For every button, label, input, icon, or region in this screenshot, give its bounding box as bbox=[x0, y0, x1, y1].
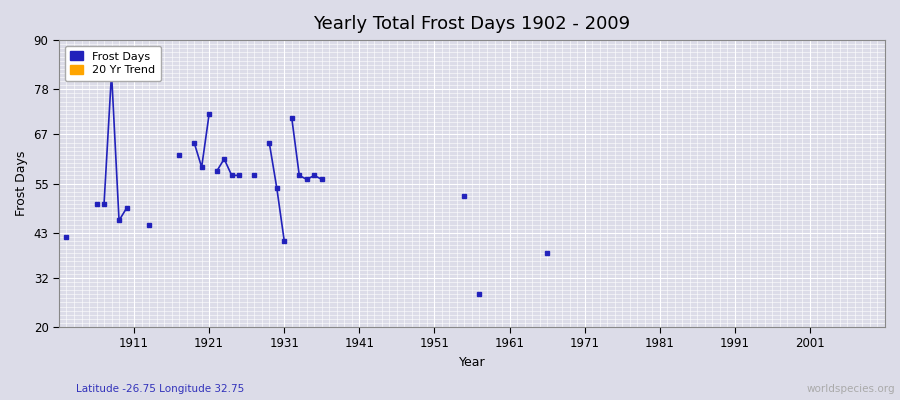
Text: worldspecies.org: worldspecies.org bbox=[807, 384, 896, 394]
Title: Yearly Total Frost Days 1902 - 2009: Yearly Total Frost Days 1902 - 2009 bbox=[313, 15, 631, 33]
X-axis label: Year: Year bbox=[459, 356, 485, 369]
Y-axis label: Frost Days: Frost Days bbox=[15, 151, 28, 216]
Text: Latitude -26.75 Longitude 32.75: Latitude -26.75 Longitude 32.75 bbox=[76, 384, 245, 394]
Legend: Frost Days, 20 Yr Trend: Frost Days, 20 Yr Trend bbox=[65, 46, 161, 81]
